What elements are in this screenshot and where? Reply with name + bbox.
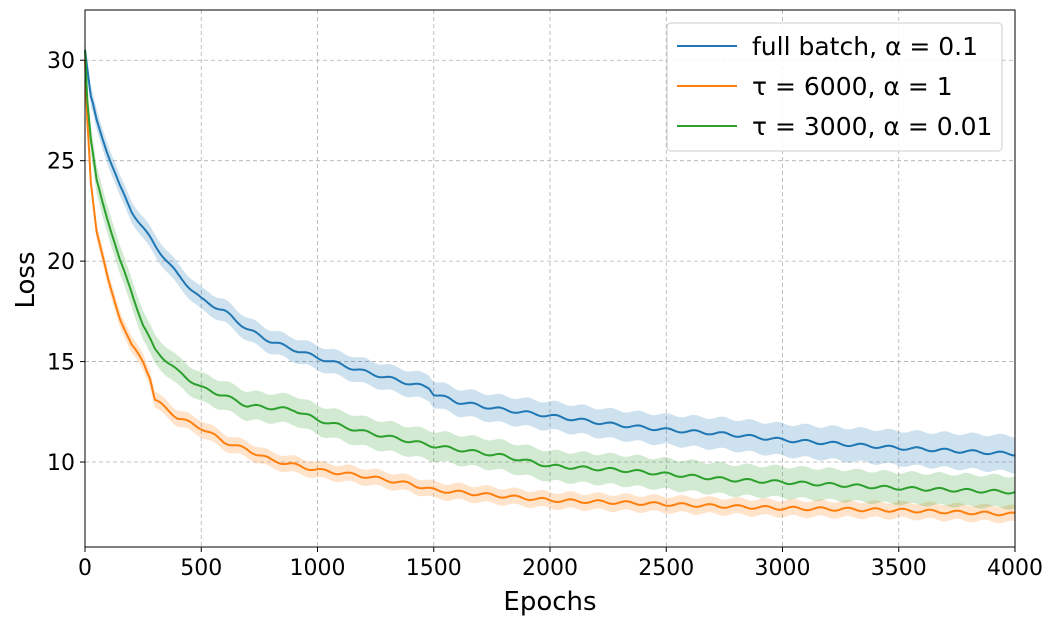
- x-tick-label: 4000: [987, 556, 1043, 581]
- grid: [85, 10, 1015, 547]
- series-line-2: [84, 50, 1016, 495]
- legend-label-0: full batch, α = 0.1: [752, 32, 978, 61]
- x-tick-label: 3000: [755, 556, 811, 581]
- x-tick-label: 1500: [406, 556, 462, 581]
- series-band-0: [85, 40, 1015, 474]
- legend-label-2: τ = 3000, α = 0.01: [752, 112, 992, 141]
- legend: full batch, α = 0.1 τ = 6000, α = 1 τ = 30…: [666, 22, 1003, 152]
- x-tick-label: 500: [180, 556, 222, 581]
- x-tick-label: 1000: [290, 556, 346, 581]
- y-tick-label: 10: [47, 451, 75, 476]
- confidence-bands: [85, 36, 1015, 524]
- axis-ticks: 0 500 1000 1500 2000 2500 3000 3500 4000 10 15 20 25…: [47, 49, 1043, 581]
- x-axis-label: Epochs: [503, 587, 596, 617]
- y-axis-label: Loss: [11, 251, 41, 308]
- legend-box: [666, 22, 1003, 152]
- y-tick-label: 15: [47, 351, 75, 376]
- y-tick-label: 25: [47, 150, 75, 175]
- x-tick-label: 3500: [871, 556, 927, 581]
- y-tick-label: 30: [47, 49, 75, 74]
- series-lines: [84, 50, 1016, 517]
- legend-label-1: τ = 6000, α = 1: [752, 72, 953, 101]
- series-line-0: [84, 50, 1016, 457]
- series-line-1: [84, 60, 1016, 517]
- x-tick-label: 2500: [638, 556, 694, 581]
- x-tick-label: 2000: [522, 556, 578, 581]
- x-tick-label: 0: [78, 556, 92, 581]
- y-tick-label: 20: [47, 250, 75, 275]
